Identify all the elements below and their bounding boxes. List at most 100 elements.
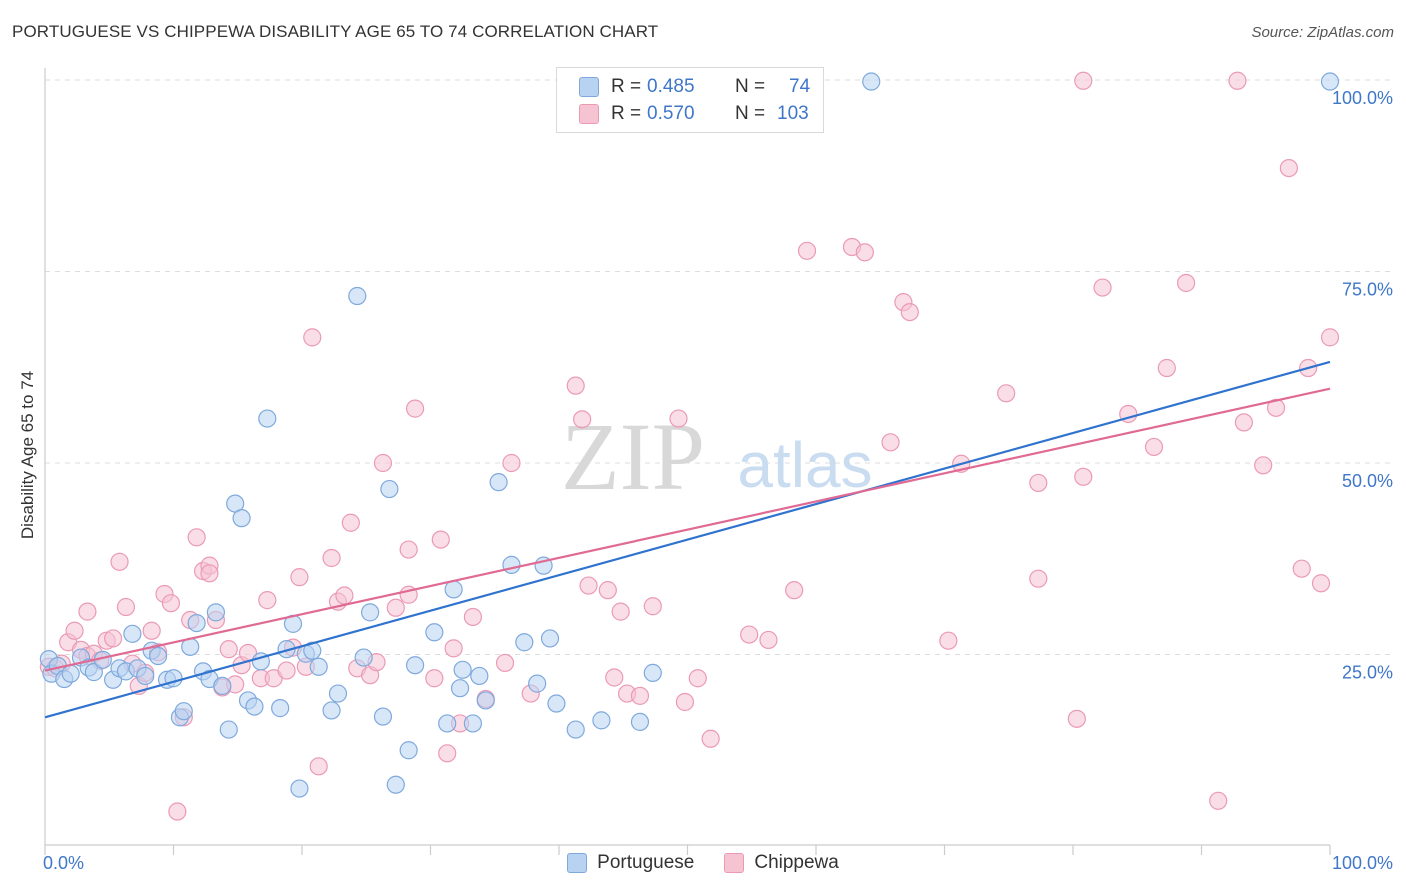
portuguese-point — [148, 646, 168, 666]
watermark: ZIP atlas — [561, 403, 873, 510]
chippewa-point — [161, 594, 181, 613]
chippewa-point — [759, 630, 778, 650]
chippewa-point — [579, 576, 598, 595]
chippewa-point — [1157, 358, 1176, 378]
chippewa-point — [438, 744, 457, 763]
chippewa-point — [1254, 456, 1273, 475]
chippewa-point — [258, 591, 277, 610]
chippewa-point — [1279, 158, 1298, 178]
n-label: N = — [735, 103, 766, 124]
chippewa-point — [1074, 467, 1093, 486]
portuguese-point — [540, 629, 560, 648]
chippewa-point — [78, 602, 97, 621]
legend-item-chippewa: Chippewa — [724, 852, 839, 874]
r-label: R = — [611, 103, 642, 124]
chippewa-point — [630, 686, 650, 705]
portuguese-point — [476, 691, 495, 710]
chippewa-point — [939, 631, 958, 650]
chippewa-point — [341, 513, 360, 532]
chippewa-point — [303, 328, 322, 347]
portuguese-points — [39, 72, 1340, 798]
portuguese-point — [380, 479, 399, 499]
portuguese-point — [322, 701, 341, 720]
portuguese-point — [187, 613, 206, 633]
chippewa-point — [399, 540, 418, 559]
chippewa-point — [997, 384, 1016, 403]
legend-label-chippewa: Chippewa — [754, 852, 839, 873]
portuguese-point — [438, 714, 457, 733]
chippewa-point — [200, 564, 219, 583]
chippewa-point — [219, 640, 238, 659]
chippewa-point — [431, 530, 450, 549]
chippewa-point — [290, 568, 309, 587]
chippewa-point — [1234, 413, 1254, 432]
axes — [44, 68, 1331, 855]
n-value: 74 — [789, 76, 811, 97]
portuguese-point — [245, 697, 264, 716]
chippewa-point — [900, 302, 919, 322]
portuguese-point — [174, 702, 193, 721]
chippewa-point — [1266, 398, 1286, 417]
tick-labels: 25.0% 50.0% 75.0% 100.0% 0.0% 100.0% — [43, 88, 1393, 873]
y-tick-label: 50.0% — [1342, 471, 1393, 491]
chippewa-point — [65, 621, 84, 640]
legend-row-chippewa: R = 0.570 N = 103 — [579, 102, 809, 126]
chippewa-point — [405, 399, 425, 418]
chippewa-point — [277, 661, 296, 680]
series-legend: Portuguese Chippewa — [0, 852, 1406, 874]
chippewa-point — [1074, 71, 1093, 90]
chippewa-point — [605, 668, 624, 687]
portuguese-point — [206, 603, 226, 622]
y-tick-label: 25.0% — [1342, 663, 1393, 683]
portuguese-point — [61, 664, 80, 683]
portuguese-point — [258, 409, 277, 428]
chippewa-point — [425, 669, 444, 688]
portuguese-point — [470, 666, 489, 686]
chippewa-point — [110, 552, 129, 571]
chippewa-point — [168, 802, 187, 821]
chippewa-point — [1176, 273, 1196, 293]
chippewa-point — [104, 629, 123, 648]
chippewa-point — [187, 528, 206, 547]
portuguese-point — [862, 72, 881, 91]
chippewa-point — [598, 581, 617, 600]
chippewa-point — [1144, 437, 1164, 457]
portuguese-point — [489, 473, 508, 492]
chippewa-point — [1320, 328, 1340, 347]
portuguese-point — [502, 555, 521, 574]
portuguese-point — [630, 712, 650, 732]
source-credit: Source: ZipAtlas.com — [1251, 24, 1394, 41]
chippewa-swatch — [579, 104, 599, 124]
portuguese-point — [271, 699, 290, 718]
chippewa-point — [855, 243, 874, 262]
chippewa-point — [1311, 574, 1331, 593]
chippewa-point — [463, 607, 483, 627]
portuguese-point — [348, 286, 367, 306]
x-tick-label: 100.0% — [1332, 853, 1393, 873]
legend-label-portuguese: Portuguese — [597, 852, 695, 873]
chippewa-point — [573, 410, 592, 429]
chippewa-point — [309, 757, 328, 776]
watermark-atlas: atlas — [737, 429, 872, 501]
chippewa-point — [688, 669, 707, 688]
chippewa-point — [373, 453, 393, 473]
chippewa-point — [669, 409, 688, 428]
chippewa-point — [495, 653, 515, 673]
chippewa-swatch — [724, 853, 745, 873]
portuguese-point — [84, 663, 103, 682]
chippewa-point — [335, 586, 354, 605]
portuguese-point — [528, 674, 547, 693]
portuguese-point — [232, 509, 251, 528]
chippewa-point — [701, 729, 720, 748]
r-label: R = — [611, 76, 642, 97]
chippewa-point — [1029, 473, 1048, 493]
portuguese-swatch — [579, 77, 599, 97]
portuguese-point — [566, 720, 585, 739]
legend-item-portuguese: Portuguese — [567, 852, 694, 874]
chippewa-point — [1067, 709, 1086, 728]
portuguese-point — [309, 657, 328, 676]
chippewa-point — [116, 597, 136, 617]
portuguese-point — [303, 641, 322, 660]
portuguese-point — [123, 624, 142, 643]
